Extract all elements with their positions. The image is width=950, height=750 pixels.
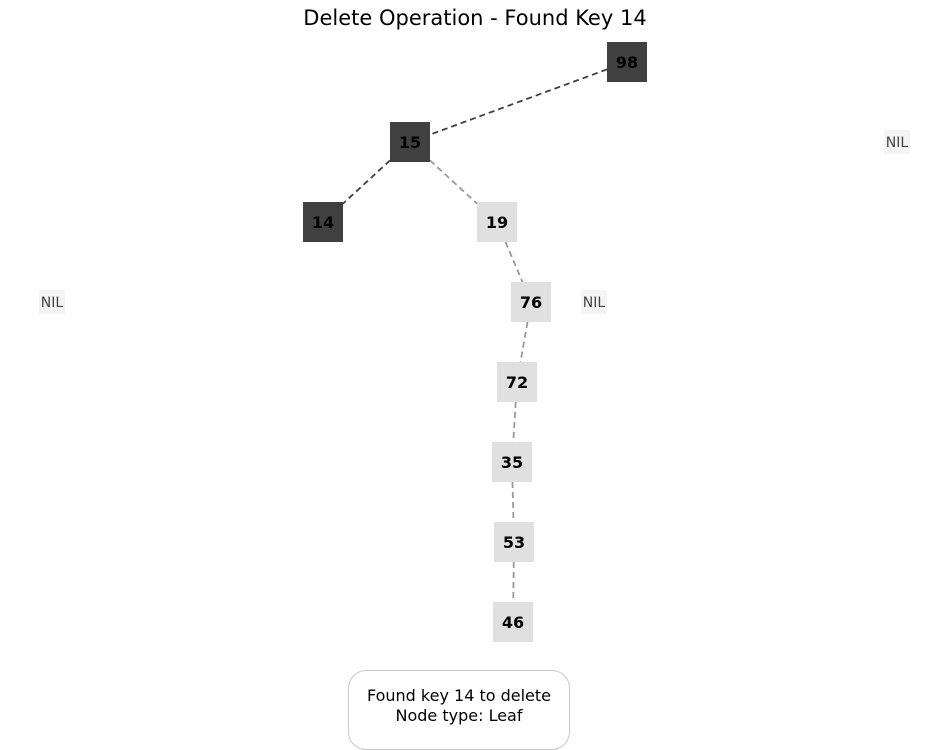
- node-key-label: 72: [506, 373, 528, 392]
- tree-node-15: 15: [390, 122, 430, 162]
- nodes-layer: 98 15 14 19 76 72 35 53 46: [303, 42, 647, 642]
- tree-node-46: 46: [493, 602, 533, 642]
- tree-node-72: 72: [497, 362, 537, 402]
- edges-layer: [342, 68, 608, 603]
- nil-box: [581, 290, 607, 314]
- node-box: [607, 42, 647, 82]
- node-key-label: 46: [502, 613, 524, 632]
- tree-edge-98-15: [429, 68, 608, 136]
- node-box: [303, 202, 343, 242]
- node-box: [492, 442, 532, 482]
- tree-edge-15-14: [342, 159, 391, 205]
- diagram-title: Delete Operation - Found Key 14: [303, 6, 647, 30]
- tree-node-98: 98: [607, 42, 647, 82]
- tree-node-35: 35: [492, 442, 532, 482]
- tree-node-14: 14: [303, 202, 343, 242]
- nil-node: NIL: [884, 130, 910, 154]
- node-key-label: 14: [312, 213, 334, 232]
- node-key-label: 76: [520, 293, 542, 312]
- nil-box: [39, 290, 65, 314]
- nil-layer: NIL NIL NIL: [39, 130, 910, 314]
- nil-label: NIL: [583, 295, 606, 311]
- tree-edge-35-53: [511, 481, 515, 523]
- nil-box: [884, 130, 910, 154]
- node-box: [497, 362, 537, 402]
- tree-node-76: 76: [511, 282, 551, 322]
- node-key-label: 53: [503, 533, 525, 552]
- nil-node: NIL: [581, 290, 607, 314]
- node-box: [477, 202, 517, 242]
- tree-edge-19-76: [504, 241, 524, 283]
- node-key-label: 19: [486, 213, 508, 232]
- tree-edge-72-35: [512, 401, 517, 443]
- status-box: Found key 14 to delete Node type: Leaf: [348, 670, 570, 750]
- status-line-found: Found key 14 to delete: [366, 686, 552, 705]
- status-line-node-type: Node type: Leaf: [395, 706, 523, 725]
- node-key-label: 15: [399, 133, 421, 152]
- tree-node-19: 19: [477, 202, 517, 242]
- tree-edge-53-46: [512, 561, 515, 603]
- tree-edge-15-19: [429, 159, 478, 205]
- nil-label: NIL: [41, 295, 64, 311]
- node-box: [511, 282, 551, 322]
- tree-node-53: 53: [494, 522, 534, 562]
- node-box: [493, 602, 533, 642]
- node-box: [494, 522, 534, 562]
- node-key-label: 35: [501, 453, 523, 472]
- nil-label: NIL: [886, 135, 909, 151]
- nil-node: NIL: [39, 290, 65, 314]
- node-box: [390, 122, 430, 162]
- tree-edge-76-72: [519, 321, 529, 363]
- node-key-label: 98: [616, 53, 638, 72]
